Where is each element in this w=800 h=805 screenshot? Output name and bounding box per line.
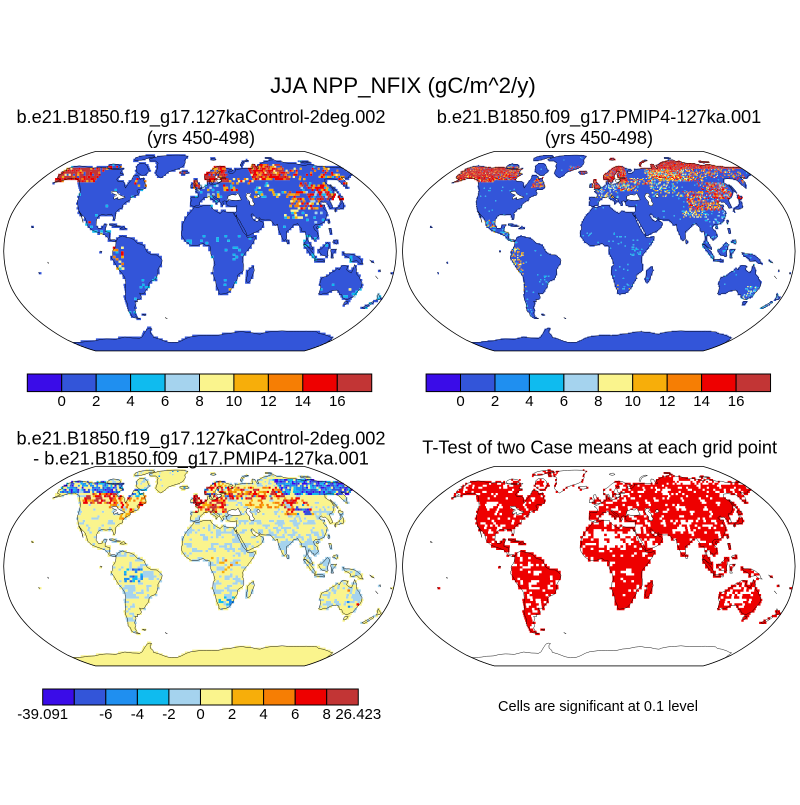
svg-text:b.e21.B1850.f19_g17.127kaContr: b.e21.B1850.f19_g17.127kaControl-2deg.00… xyxy=(16,429,385,450)
svg-text:- b.e21.B1850.f09_g17.PMIP4-12: - b.e21.B1850.f09_g17.PMIP4-127ka.001 xyxy=(33,448,369,469)
svg-text:16: 16 xyxy=(329,393,346,410)
svg-text:(yrs 450-498): (yrs 450-498) xyxy=(147,128,255,148)
svg-text:2: 2 xyxy=(228,706,236,723)
svg-text:(yrs 450-498): (yrs 450-498) xyxy=(545,128,653,148)
svg-text:6: 6 xyxy=(161,393,169,410)
svg-text:14: 14 xyxy=(294,393,311,410)
svg-text:0: 0 xyxy=(196,706,204,723)
svg-text:b.e21.B1850.f09_g17.PMIP4-127k: b.e21.B1850.f09_g17.PMIP4-127ka.001 xyxy=(437,107,762,128)
svg-text:14: 14 xyxy=(693,393,710,410)
svg-text:2: 2 xyxy=(491,393,499,410)
svg-text:2: 2 xyxy=(92,393,100,410)
svg-text:6: 6 xyxy=(560,393,568,410)
svg-text:6: 6 xyxy=(291,706,299,723)
svg-text:-2: -2 xyxy=(162,706,175,723)
svg-text:4: 4 xyxy=(525,393,533,410)
svg-text:-4: -4 xyxy=(131,706,144,723)
svg-text:Cells are significant at 0.1 l: Cells are significant at 0.1 level xyxy=(498,699,698,715)
svg-text:4: 4 xyxy=(126,393,134,410)
svg-text:8: 8 xyxy=(323,706,331,723)
svg-text:b.e21.B1850.f19_g17.127kaContr: b.e21.B1850.f19_g17.127kaControl-2deg.00… xyxy=(16,107,385,128)
svg-text:JJA NPP_NFIX (gC/m^2/y): JJA NPP_NFIX (gC/m^2/y) xyxy=(270,73,536,98)
svg-text:T-Test of two Case means at ea: T-Test of two Case means at each grid po… xyxy=(422,437,777,457)
svg-text:0: 0 xyxy=(58,393,66,410)
svg-text:16: 16 xyxy=(728,393,745,410)
svg-text:8: 8 xyxy=(195,393,203,410)
svg-text:4: 4 xyxy=(259,706,267,723)
svg-text:26.423: 26.423 xyxy=(335,706,381,723)
svg-text:12: 12 xyxy=(659,393,676,410)
svg-text:10: 10 xyxy=(624,393,641,410)
svg-text:0: 0 xyxy=(456,393,464,410)
svg-text:12: 12 xyxy=(260,393,277,410)
svg-text:-6: -6 xyxy=(99,706,112,723)
svg-text:10: 10 xyxy=(226,393,243,410)
svg-text:8: 8 xyxy=(594,393,602,410)
svg-text:-39.091: -39.091 xyxy=(17,706,68,723)
